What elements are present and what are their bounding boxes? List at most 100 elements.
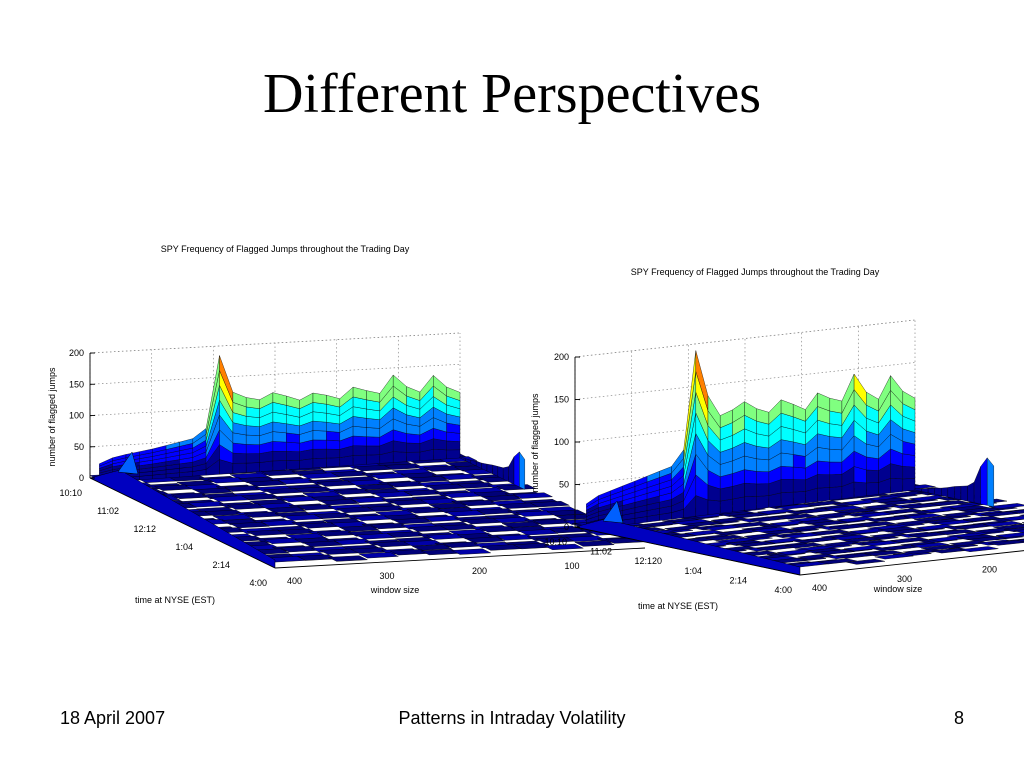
surface-cell [857, 521, 897, 528]
axes [574, 356, 1024, 576]
surface-cell [352, 426, 367, 437]
surface-cell [265, 506, 307, 513]
surface-cell [720, 498, 733, 514]
surface-cell [846, 558, 886, 565]
surface-cell [959, 546, 999, 553]
surface-chart-2: 0 50 100 150 200 10:10 11:02 12:12 1:04 2:14 4:00 0… [530, 267, 1024, 611]
surface-cell [705, 534, 745, 541]
surface-cell [817, 474, 830, 489]
surface-cell [910, 542, 950, 549]
surface-cell [866, 469, 879, 484]
surface-cell [988, 503, 1024, 509]
surface-cell [902, 453, 916, 468]
surface-cell [326, 439, 340, 450]
surface-cell [902, 478, 916, 492]
surface-cell [793, 454, 806, 469]
grid-line [89, 332, 461, 354]
surface-cell [446, 386, 461, 401]
surface-cell [246, 425, 260, 436]
surface-cell [973, 466, 981, 505]
surface-cell [312, 430, 327, 441]
surface-cell [446, 449, 461, 460]
surface-cell [312, 420, 327, 432]
slide-title: Different Perspectives [262, 63, 762, 125]
surface-cell [829, 486, 843, 501]
surface-cell [864, 550, 904, 557]
surface-cell [286, 441, 300, 452]
surface-cell [736, 541, 775, 547]
surface-floor [574, 484, 1024, 568]
surface-cell [272, 451, 287, 462]
window-tick-label: 0 [657, 556, 662, 566]
z-tick-label: 100 [554, 437, 569, 447]
surface-cell [529, 500, 571, 508]
surface-cell [780, 466, 794, 480]
z-axis-label: number of flagged jumps [530, 393, 540, 493]
surface-cell [355, 483, 397, 491]
surface-cell [866, 482, 879, 496]
surface-cell [319, 499, 360, 506]
surface-base [602, 500, 624, 524]
surface-chart-1: 0 50 100 150 200 10:10 11:02 12:12 1:04 2:14 4:00 0… [47, 244, 662, 605]
surface-cell [1014, 529, 1024, 534]
surface-cell [366, 445, 380, 456]
surface-cell [853, 481, 867, 498]
axes [89, 352, 646, 569]
surface-cell [338, 525, 380, 532]
surface-cell [815, 549, 855, 555]
surface-cell [934, 519, 974, 526]
surface-cell [409, 476, 450, 483]
surface-cell [464, 536, 505, 543]
surface-cell [744, 469, 757, 485]
surface-cell [326, 457, 340, 468]
surface-cell [302, 540, 344, 548]
window-axis [274, 547, 646, 569]
surface-cell [732, 496, 745, 513]
surface-cell [312, 457, 327, 469]
surface-cell [406, 433, 421, 444]
surface-cell [366, 427, 380, 438]
surface-cell [246, 462, 260, 473]
window-tick-label: 400 [287, 576, 302, 586]
surface-edge [459, 451, 525, 490]
surface-cell [1001, 515, 1024, 521]
surface-cell [903, 513, 943, 520]
surface-ridge [99, 355, 461, 483]
time-tick-label: 12:12 [634, 556, 657, 566]
time-axis [89, 477, 276, 569]
time-tick-label: 10:10 [59, 488, 82, 498]
surface-cell [874, 553, 914, 560]
time-tick-label: 11:02 [97, 506, 119, 516]
surface-cell [866, 456, 879, 471]
z-tick-label: 0 [564, 522, 569, 532]
z-tick-label: 50 [74, 442, 84, 452]
surface-cell [941, 487, 948, 498]
window-tick-label: 300 [897, 574, 912, 584]
surface-base [117, 451, 139, 475]
surface-cell [818, 558, 857, 565]
surface-cell [756, 495, 770, 510]
surface-cell [574, 540, 615, 547]
page-number: 8 [953, 708, 964, 728]
surface-cell [793, 466, 806, 480]
surface-cell [391, 517, 433, 525]
surface-cell [744, 496, 757, 511]
surface-cell [446, 431, 461, 442]
surface-cell [829, 397, 843, 414]
surface-cell [518, 529, 559, 536]
surface-cell [707, 499, 721, 515]
surface-cell [512, 492, 554, 499]
z-tick-label: 200 [554, 352, 569, 362]
chart-title: SPY Frequency of Flagged Jumps throughou… [631, 267, 880, 277]
surface-cell [808, 520, 848, 527]
footer-title: Patterns in Intraday Volatility [398, 708, 626, 728]
time-tick-label: 2:14 [212, 560, 230, 570]
surface-cell [232, 462, 247, 474]
z-tick-label: 150 [69, 379, 84, 389]
x-axis-label: time at NYSE (EST) [638, 601, 718, 611]
surface-cell [902, 466, 916, 480]
x-axis-label: time at NYSE (EST) [135, 595, 215, 605]
window-axis [799, 550, 1024, 576]
surface-cell [780, 439, 794, 455]
time-axis [574, 526, 801, 576]
